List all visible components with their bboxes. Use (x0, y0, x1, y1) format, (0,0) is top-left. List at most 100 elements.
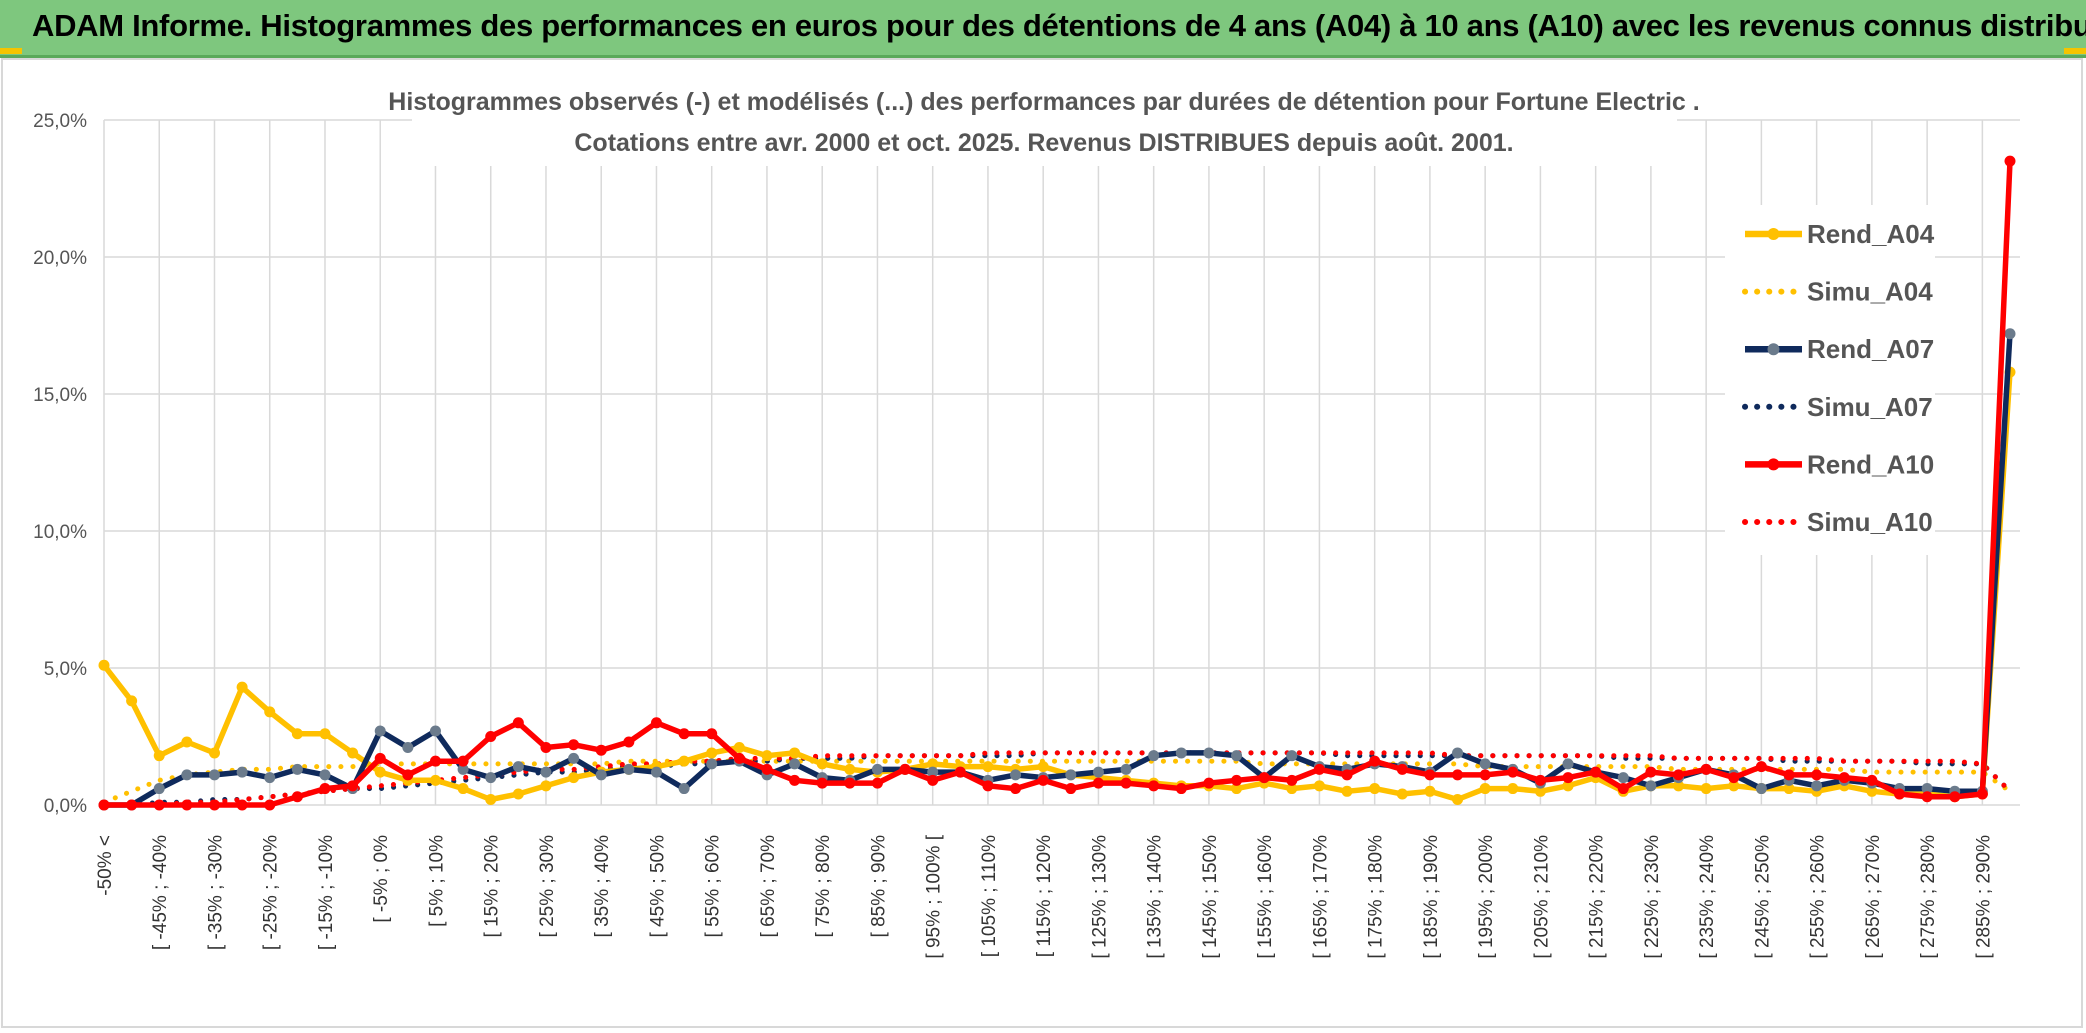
data-point-rend-a04 (1479, 783, 1491, 795)
x-tick-label: [ -5% ; 0% (371, 835, 392, 923)
data-point-rend-a04 (761, 750, 773, 762)
series-line-rend-a10 (101, 158, 2013, 808)
data-point-rend-a07 (871, 763, 883, 775)
series-line-simu-a10 (101, 750, 2013, 808)
data-point-rend-a07 (2004, 328, 2016, 340)
data-point-rend-a04 (236, 681, 248, 693)
data-point-rend-a07 (1921, 783, 1933, 795)
data-point-rend-a10 (1065, 783, 1077, 795)
data-point-rend-a07 (1175, 747, 1187, 759)
y-tick-label: 0,0% (44, 796, 87, 817)
data-point-rend-a07 (181, 769, 193, 781)
chart-frame (1, 58, 2083, 1028)
data-point-rend-a10 (153, 799, 165, 811)
data-point-rend-a07 (789, 758, 801, 770)
data-point-rend-a07 (153, 783, 165, 795)
data-point-rend-a07 (1148, 750, 1160, 762)
x-tick-label: [ 85% ; 90% (868, 835, 889, 938)
data-point-rend-a10 (319, 783, 331, 795)
x-tick-label: [ 5% ; 10% (426, 835, 447, 927)
chart-title-group: Histogrammes observés (-) et modélisés (… (388, 80, 1700, 166)
x-tick-label: [ 215% ; 220% (1587, 835, 1608, 959)
data-point-rend-a10 (1673, 769, 1685, 781)
data-point-rend-a10 (2004, 155, 2016, 167)
data-point-rend-a04 (429, 774, 441, 786)
data-point-rend-a10 (512, 717, 524, 729)
data-point-rend-a04 (347, 747, 359, 759)
legend-marker-rend-a07 (1767, 343, 1780, 356)
x-tick-label: [ 55% ; 60% (703, 835, 724, 938)
chart-series (98, 155, 2016, 811)
data-point-rend-a07 (1811, 780, 1823, 792)
x-tick-label: [ 155% ; 160% (1255, 835, 1276, 959)
y-tick-label: 5,0% (44, 659, 87, 680)
data-point-rend-a04 (789, 747, 801, 759)
data-point-rend-a04 (1286, 783, 1298, 795)
data-point-rend-a07 (1120, 763, 1132, 775)
data-point-rend-a10 (1203, 777, 1215, 789)
data-point-rend-a04 (374, 766, 386, 778)
data-point-rend-a04 (816, 758, 828, 770)
y-tick-label: 10,0% (33, 522, 87, 543)
data-point-rend-a10 (264, 799, 276, 811)
chart-title-background (412, 80, 1677, 166)
data-point-rend-a07 (485, 772, 497, 784)
legend-label-rend-a10: Rend_A10 (1807, 449, 1934, 479)
data-point-rend-a07 (1452, 747, 1464, 759)
banner-accent-left (0, 48, 22, 54)
x-tick-label: [ -45% ; -40% (150, 835, 171, 950)
x-tick-label: [ 125% ; 130% (1089, 835, 1110, 959)
data-point-rend-a10 (899, 763, 911, 775)
data-point-rend-a04 (540, 780, 552, 792)
x-tick-label: [ 205% ; 210% (1531, 835, 1552, 959)
data-point-rend-a10 (871, 777, 883, 789)
legend-label-simu-a07: Simu_A07 (1807, 392, 1933, 422)
data-point-rend-a07 (208, 769, 220, 781)
x-tick-label: [ 275% ; 280% (1918, 835, 1939, 959)
series-line-simu-a04 (101, 758, 2013, 805)
data-point-rend-a10 (1231, 774, 1243, 786)
data-point-rend-a10 (1313, 763, 1325, 775)
data-point-rend-a10 (1755, 761, 1767, 773)
data-point-rend-a10 (650, 717, 662, 729)
legend-label-simu-a04: Simu_A04 (1807, 277, 1933, 307)
data-point-rend-a10 (954, 766, 966, 778)
data-point-rend-a04 (678, 755, 690, 767)
data-point-rend-a10 (1976, 788, 1988, 800)
legend-background (1725, 205, 1935, 555)
data-point-rend-a04 (1452, 794, 1464, 806)
data-point-rend-a10 (1838, 772, 1850, 784)
data-point-rend-a10 (429, 755, 441, 767)
report-banner: ADAM Informe. Histogrammes des performan… (0, 0, 2086, 58)
data-point-rend-a10 (347, 780, 359, 792)
x-tick-label: [ 265% ; 270% (1863, 835, 1884, 959)
data-point-rend-a07 (1617, 772, 1629, 784)
data-point-rend-a10 (1645, 766, 1657, 778)
data-point-rend-a10 (402, 769, 414, 781)
data-point-rend-a04 (1313, 780, 1325, 792)
data-point-rend-a04 (1562, 780, 1574, 792)
data-point-rend-a10 (181, 799, 193, 811)
data-point-rend-a04 (485, 794, 497, 806)
data-point-rend-a10 (1562, 772, 1574, 784)
x-tick-label: [ 15% ; 20% (482, 835, 503, 938)
data-point-rend-a07 (540, 766, 552, 778)
data-point-rend-a04 (1396, 788, 1408, 800)
data-point-rend-a07 (927, 766, 939, 778)
data-point-rend-a10 (733, 752, 745, 764)
data-point-rend-a07 (1010, 769, 1022, 781)
legend-label-simu-a10: Simu_A10 (1807, 507, 1933, 537)
data-point-rend-a07 (650, 766, 662, 778)
banner-accent-right (2064, 48, 2086, 54)
data-point-rend-a04 (1673, 780, 1685, 792)
data-point-rend-a04 (568, 772, 580, 784)
data-point-rend-a10 (1783, 769, 1795, 781)
data-point-rend-a10 (761, 763, 773, 775)
x-tick-label: [ 185% ; 190% (1421, 835, 1442, 959)
y-tick-label: 25,0% (33, 111, 87, 132)
data-point-rend-a07 (374, 725, 386, 737)
data-point-rend-a04 (1231, 783, 1243, 795)
data-point-rend-a07 (1065, 769, 1077, 781)
data-point-rend-a10 (236, 799, 248, 811)
y-tick-label: 20,0% (33, 248, 87, 269)
